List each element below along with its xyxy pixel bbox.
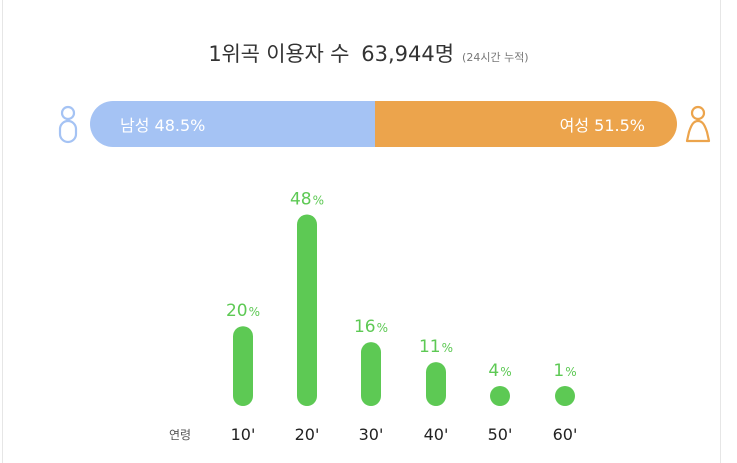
bar-value-label: 11% [419,337,453,357]
age-category-label: 40' [424,425,449,444]
male-segment: 남성 48.5% [90,101,375,147]
count-note: (24시간 누적) [462,51,529,64]
female-icon [685,105,711,143]
age-category-label: 60' [553,425,578,444]
age-category-label: 10' [231,425,256,444]
headline: 1위곡 이용자 수 63,944명 (24시간 누적) [0,38,737,68]
male-label: 남성 48.5% [120,116,206,135]
bar-value-label: 16% [354,317,388,337]
bar-value-label: 48% [290,189,324,209]
right-edge-line [720,0,721,463]
age-bar [490,386,510,406]
bar-value-label: 1% [553,361,576,381]
female-label: 여성 51.5% [559,116,645,135]
age-category-label: 30' [359,425,384,444]
x-axis-label: 연령 [169,428,191,442]
left-edge-line [2,0,3,463]
male-icon [58,105,78,144]
age-category-label: 50' [488,425,513,444]
gender-ratio-bar: 남성 48.5% 여성 51.5% [90,101,677,147]
age-bar [426,362,446,406]
bar-value-label: 20% [226,301,260,321]
user-count: 63,944명 [361,42,455,66]
headline-title: 1위곡 이용자 수 [208,42,350,66]
age-bar [297,214,317,406]
female-segment: 여성 51.5% [374,101,677,147]
age-bar [555,386,575,406]
age-category-label: 20' [295,425,320,444]
age-bar [361,342,381,406]
bar-value-label: 4% [488,361,511,381]
age-bar [233,326,253,406]
